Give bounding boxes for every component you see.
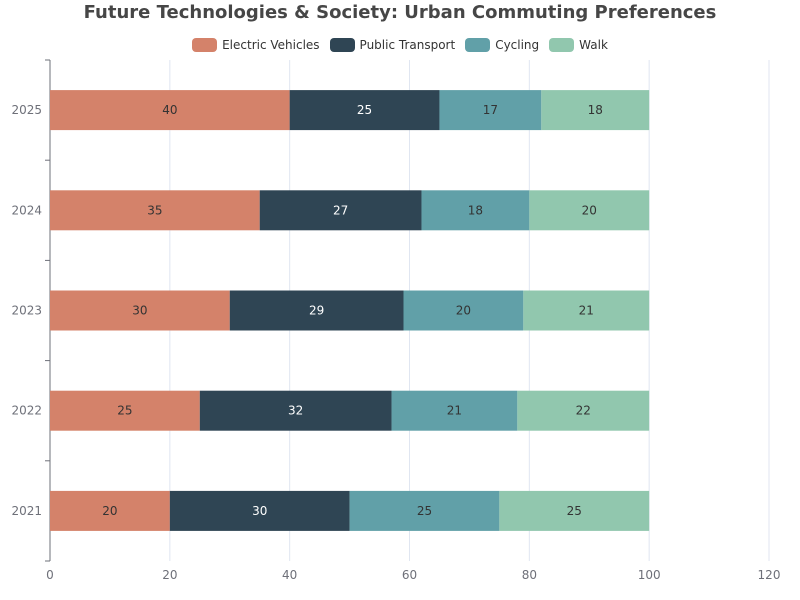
legend-swatch [192, 38, 218, 52]
y-tick-label: 2023 [11, 304, 42, 318]
legend-item[interactable]: Cycling [465, 38, 539, 52]
x-tick-label: 20 [162, 568, 177, 582]
legend-item[interactable]: Electric Vehicles [192, 38, 320, 52]
legend-item[interactable]: Walk [549, 38, 608, 52]
bar-segment [50, 390, 200, 431]
bar-segment [349, 490, 500, 531]
data-label: 35 [147, 203, 162, 217]
legend-swatch [329, 38, 355, 52]
bar-segment [50, 190, 260, 231]
data-label: 20 [102, 504, 117, 518]
x-tick-label: 60 [402, 568, 417, 582]
legend-label: Walk [579, 38, 608, 52]
bar-segment [499, 490, 650, 531]
x-tick-label: 120 [758, 568, 781, 582]
bar-segment [403, 290, 524, 331]
legend-swatch [549, 38, 575, 52]
bar-segment [541, 90, 650, 131]
data-label: 25 [117, 404, 132, 418]
bar-segment [439, 90, 542, 131]
x-tick-label: 100 [638, 568, 661, 582]
legend-swatch [465, 38, 491, 52]
data-label: 20 [582, 203, 597, 217]
bar-segment [50, 290, 230, 331]
y-tick-label: 2024 [11, 203, 42, 217]
data-label: 22 [576, 404, 591, 418]
bar-segment [421, 190, 530, 231]
bar-segment [229, 290, 404, 331]
data-label: 25 [417, 504, 432, 518]
bar-segment [391, 390, 518, 431]
data-label: 25 [357, 103, 372, 117]
x-tick-label: 0 [46, 568, 54, 582]
y-tick-label: 2021 [11, 504, 42, 518]
bar-segment [517, 390, 650, 431]
data-label: 21 [579, 304, 594, 318]
data-label: 30 [132, 304, 147, 318]
data-label: 32 [288, 404, 303, 418]
data-label: 30 [252, 504, 267, 518]
bar-segment [529, 190, 650, 231]
bar-segment [50, 90, 290, 131]
chart-title: Future Technologies & Society: Urban Com… [83, 2, 717, 23]
bar-segment [289, 90, 440, 131]
data-label: 27 [333, 203, 348, 217]
legend-label: Public Transport [359, 38, 456, 52]
x-tick-label: 80 [522, 568, 537, 582]
y-tick-label: 2025 [11, 103, 42, 117]
data-label: 40 [162, 103, 177, 117]
data-label: 29 [309, 304, 324, 318]
legend-label: Cycling [495, 38, 540, 52]
data-label: 20 [456, 304, 471, 318]
data-label: 25 [567, 504, 582, 518]
chart-legend: Electric Vehicles Public Transport Cycling… [0, 38, 800, 52]
legend-item[interactable]: Public Transport [329, 38, 456, 52]
bar-segment [523, 290, 650, 331]
data-label: 21 [447, 404, 462, 418]
data-label: 18 [588, 103, 603, 117]
bar-segment [199, 390, 392, 431]
x-tick-label: 40 [282, 568, 297, 582]
bar-segment [169, 490, 350, 531]
y-tick-label: 2022 [11, 404, 42, 418]
bar-segment [50, 490, 170, 531]
data-label: 17 [483, 103, 498, 117]
data-label: 18 [468, 203, 483, 217]
legend-label: Electric Vehicles [222, 38, 320, 52]
bar-segment [259, 190, 422, 231]
